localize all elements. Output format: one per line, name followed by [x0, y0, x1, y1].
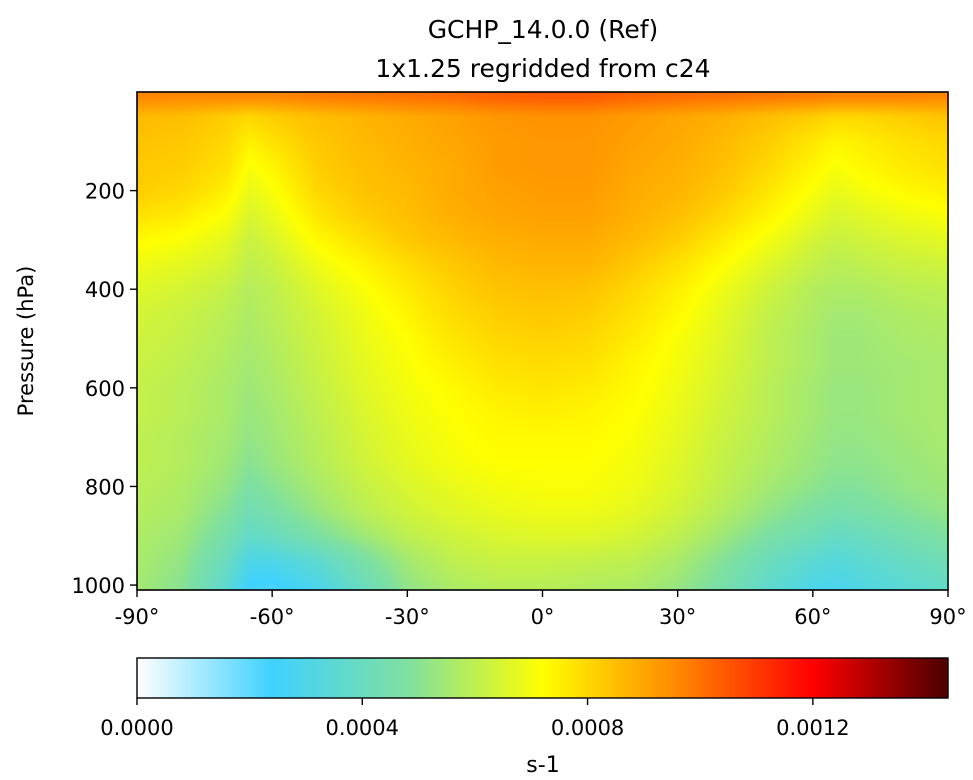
- colorbar-tick-label: 0.0012: [776, 716, 849, 740]
- x-tick-label: 0°: [531, 605, 555, 629]
- y-tick-label: 800: [85, 475, 125, 499]
- y-tick-label: 600: [85, 377, 125, 401]
- x-axis: -90° -60° -30° 0° 30° 60° 90°: [115, 590, 967, 629]
- colorbar-tick-label: 0.0000: [100, 716, 173, 740]
- colorbar: 0.0000 0.0004 0.0008 0.0012 s-1: [100, 657, 949, 778]
- y-tick-label: 1000: [72, 574, 125, 598]
- y-tick-label: 400: [85, 278, 125, 302]
- x-tick-label: -60°: [250, 605, 295, 629]
- y-tick-label: 200: [85, 180, 125, 204]
- x-tick-label: 30°: [659, 605, 696, 629]
- x-tick-label: -30°: [385, 605, 430, 629]
- heatmap-image: [137, 92, 948, 590]
- y-axis: 200 400 600 800 1000: [72, 180, 137, 598]
- x-tick-label: 60°: [794, 605, 831, 629]
- colorbar-gradient: [136, 657, 949, 699]
- x-tick-label: -90°: [115, 605, 160, 629]
- y-axis-label: Pressure (hPa): [14, 266, 38, 417]
- chart-title-line1: GCHP_14.0.0 (Ref): [428, 15, 659, 44]
- colorbar-tick-label: 0.0008: [551, 716, 624, 740]
- heatmap-plot-area: [136, 91, 949, 591]
- chart-title-line2: 1x1.25 regridded from c24: [375, 54, 710, 83]
- colorbar-label: s-1: [526, 753, 559, 778]
- x-tick-label: 90°: [929, 605, 966, 629]
- colorbar-ticks: 0.0000 0.0004 0.0008 0.0012: [100, 698, 850, 740]
- colorbar-tick-label: 0.0004: [326, 716, 399, 740]
